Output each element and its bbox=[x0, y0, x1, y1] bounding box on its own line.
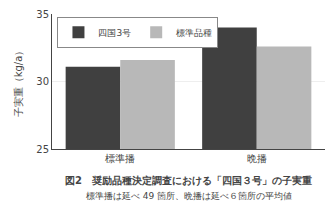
svg-text:25: 25 bbox=[36, 144, 49, 155]
svg-text:図2 奨励品種決定調査における「四国３号」の子実重: 図2 奨励品種決定調査における「四国３号」の子実重 bbox=[65, 175, 312, 187]
svg-text:子実重（kg/a）: 子実重（kg/a） bbox=[13, 46, 24, 118]
svg-text:標準播: 標準播 bbox=[105, 153, 135, 164]
svg-text:標準品種: 標準品種 bbox=[176, 28, 212, 38]
svg-text:四国3号: 四国3号 bbox=[98, 28, 131, 38]
svg-text:標準播は延べ 49 箇所、晩播は延べ６箇所の平均値: 標準播は延べ 49 箇所、晩播は延べ６箇所の平均値 bbox=[86, 191, 292, 201]
svg-text:晩播: 晩播 bbox=[247, 153, 267, 164]
svg-text:30: 30 bbox=[36, 76, 49, 87]
svg-text:35: 35 bbox=[36, 9, 49, 20]
